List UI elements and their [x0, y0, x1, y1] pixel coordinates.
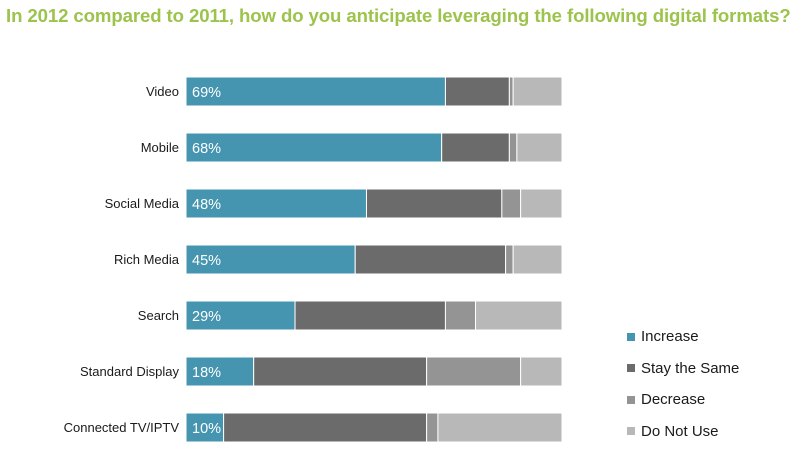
bar-mobile-increase — [185, 132, 443, 163]
legend-swatch-decrease — [627, 395, 635, 404]
data-labels: 69% 68% 48% 45% 29% 18% 10% — [192, 85, 221, 437]
bar-rich-media-decrease — [505, 244, 514, 275]
bar-search-do-not-use — [475, 300, 563, 331]
bar-mobile-do-not-use — [516, 132, 563, 163]
bar-social-media-stay-the-same — [365, 188, 503, 219]
legend-label-increase: Increase — [641, 328, 699, 345]
category-label-rich-media: Rich Media — [114, 252, 180, 267]
data-label-search: 29% — [192, 309, 221, 325]
bar-mobile-stay-the-same — [441, 132, 510, 163]
category-label-connected-tv-iptv: Connected TV/IPTV — [64, 420, 180, 435]
legend-item-stay-the-same: Stay the Same — [627, 358, 739, 379]
data-label-video: 69% — [192, 85, 221, 101]
bar-video-increase — [185, 76, 446, 107]
legend-item-do-not-use: Do Not Use — [627, 421, 739, 442]
legend-label-do-not-use: Do Not Use — [641, 422, 719, 440]
bar-search-decrease — [444, 300, 477, 331]
bar-rich-media-stay-the-same — [354, 244, 507, 275]
legend-item-decrease: Decrease — [627, 389, 739, 410]
legend-swatch-stay-the-same — [627, 364, 635, 372]
data-label-connected-tv-iptv: 10% — [192, 421, 221, 437]
legend: Increase Stay the Same Decrease Do Not Use — [627, 326, 739, 452]
category-labels: Video Mobile Social Media Rich Media Search S… — [64, 84, 180, 435]
category-label-video: Video — [146, 84, 179, 99]
bar-video-decrease — [508, 76, 514, 107]
bar-social-media-decrease — [501, 188, 522, 219]
category-label-social-media: Social Media — [105, 196, 180, 211]
bar-connected-tv-iptv-decrease — [426, 412, 439, 443]
category-label-mobile: Mobile — [141, 140, 179, 155]
bar-connected-tv-iptv-stay-the-same — [223, 412, 428, 443]
bar-connected-tv-iptv-do-not-use — [437, 412, 563, 443]
data-label-mobile: 68% — [192, 141, 221, 157]
category-label-standard-display: Standard Display — [80, 364, 179, 379]
bar-search-stay-the-same — [294, 300, 446, 331]
legend-swatch-do-not-use — [627, 427, 635, 435]
bar-video-do-not-use — [512, 76, 563, 107]
bar-rich-media-increase — [185, 244, 356, 275]
data-label-rich-media: 45% — [192, 253, 221, 269]
bars — [185, 76, 563, 443]
bar-rich-media-do-not-use — [512, 244, 563, 275]
bar-social-media-increase — [185, 188, 367, 219]
bar-social-media-do-not-use — [520, 188, 563, 219]
bar-standard-display-increase — [185, 356, 255, 387]
legend-swatch-increase — [627, 332, 635, 341]
data-label-standard-display: 18% — [192, 365, 221, 381]
data-label-social-media: 48% — [192, 197, 221, 213]
bar-standard-display-do-not-use — [520, 356, 563, 387]
category-label-search: Search — [138, 308, 179, 323]
bar-mobile-decrease — [508, 132, 518, 163]
bar-standard-display-decrease — [426, 356, 522, 387]
chart-title: In 2012 compared to 2011, how do you ant… — [6, 5, 791, 26]
legend-item-increase: Increase — [627, 326, 739, 347]
legend-label-decrease: Decrease — [641, 391, 706, 408]
bar-connected-tv-iptv-increase — [185, 412, 225, 443]
legend-label-stay-the-same: Stay the Same — [641, 359, 740, 377]
bar-video-stay-the-same — [444, 76, 510, 107]
bar-standard-display-stay-the-same — [253, 356, 428, 387]
